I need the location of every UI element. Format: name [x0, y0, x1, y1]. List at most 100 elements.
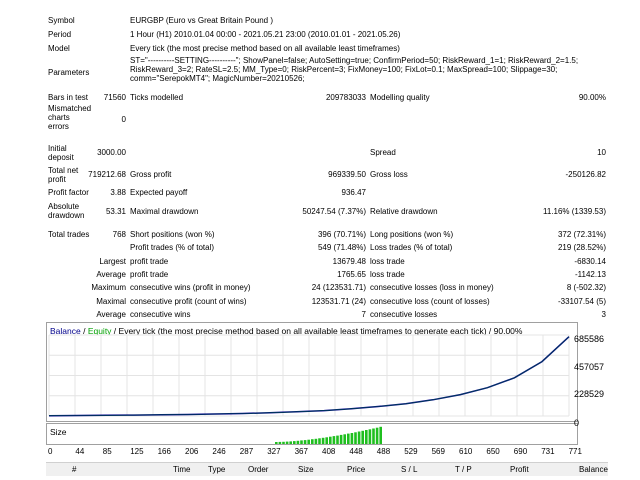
long-label: Long positions (won %) [370, 230, 454, 239]
x-tick-label: 731 [541, 447, 555, 456]
size-bar [278, 441, 282, 444]
bars-value: 71560 [103, 93, 126, 102]
size-label: Size [50, 427, 67, 437]
size-bar [296, 440, 300, 444]
largest-loss-value: -6830.14 [574, 257, 606, 266]
trades-table-header: # Time Type Order Size Price S / L T / P… [46, 462, 608, 476]
size-bar [275, 442, 278, 444]
grossprofit-label: Gross profit [130, 170, 172, 179]
max-losses-value: 8 (-502.32) [566, 283, 606, 292]
reldd-value: 11.16% (1339.53) [542, 207, 606, 216]
x-axis: 0 44 85 125 166 206 246 287 327 367 408 448 488 529 56… [46, 446, 582, 458]
size-chart: Size [46, 423, 578, 445]
payoff-value: 936.47 [341, 188, 366, 197]
period-label: Period [48, 30, 72, 39]
chart-legend: Balance / Equity / Every tick (the most … [50, 326, 522, 336]
x-tick-label: 166 [157, 447, 171, 456]
parameters-value: ST="----------SETTING----------"; ShowPa… [130, 56, 579, 83]
avg-losses-label: consecutive losses [370, 310, 438, 319]
mismatch-value: 0 [121, 115, 126, 124]
size-bar [329, 436, 332, 444]
period-value: 1 Hour (H1) 2010.01.04 00:00 - 2021.05.2… [130, 30, 401, 39]
short-label: Short positions (won %) [130, 230, 215, 239]
size-bar [300, 440, 303, 444]
y-tick-label: 685586 [574, 334, 605, 344]
legend-description: / Every tick (the most precise method ba… [111, 326, 523, 336]
x-tick-label: 488 [376, 447, 391, 456]
col-tp[interactable]: T / P [455, 465, 472, 474]
col-order[interactable]: Order [248, 465, 269, 474]
x-tick-label: 85 [102, 447, 112, 456]
chart-plot-area [48, 334, 570, 417]
size-bar [293, 441, 296, 444]
col-size[interactable]: Size [298, 465, 314, 474]
grossloss-label: Gross loss [370, 170, 408, 179]
maximal-loss-value: -33107.54 (5) [557, 297, 606, 306]
size-bar [354, 432, 357, 444]
size-bar [282, 441, 285, 444]
x-tick-label: 610 [459, 447, 473, 456]
size-bar [343, 434, 346, 444]
ticks-label: Ticks modelled [130, 93, 184, 102]
ticks-value: 209783033 [325, 93, 366, 102]
pf-label: Profit factor [48, 188, 89, 197]
y-tick-label: 457057 [574, 362, 605, 372]
x-tick-label: 0 [48, 447, 53, 456]
x-tick-label: 690 [513, 447, 528, 456]
spread-label: Spread [370, 148, 396, 157]
symbol-value: EURGBP (Euro vs Great Britain Pound ) [130, 16, 274, 25]
maximal-profit-value: 123531.71 (24) [311, 297, 366, 306]
max-wins-value: 24 (123531.71) [311, 283, 366, 292]
maxdd-label: Maximal drawdown [130, 207, 199, 216]
size-bar [368, 429, 372, 444]
quality-label: Modelling quality [370, 93, 430, 102]
col-balance[interactable]: Balance [579, 465, 608, 474]
col-sl[interactable]: S / L [401, 465, 418, 474]
col-type[interactable]: Type [208, 465, 226, 474]
average-loss-value: -1142.13 [575, 270, 606, 279]
symbol-label: Symbol [48, 16, 75, 25]
x-tick-label: 650 [486, 447, 500, 456]
size-bar [314, 438, 318, 444]
size-bar [372, 428, 375, 444]
size-bar [375, 427, 379, 444]
size-bar [321, 437, 325, 444]
trades-value: 768 [112, 230, 126, 239]
max-wins-label: consecutive wins (profit in money) [130, 283, 251, 292]
col-time[interactable]: Time [173, 465, 191, 474]
x-tick-label: 448 [349, 447, 363, 456]
absdd-label: Absolute drawdown [48, 202, 85, 220]
x-tick-label: 408 [322, 447, 336, 456]
ltrades-label: Loss trades (% of total) [370, 243, 453, 252]
average-label: Average [96, 270, 126, 279]
col-number[interactable]: # [72, 465, 77, 474]
size-bar [361, 430, 364, 444]
x-tick-label: 44 [75, 447, 85, 456]
deposit-value: 3000.00 [97, 148, 126, 157]
deposit-label: Initial deposit [48, 144, 74, 162]
average2-label: Average [96, 310, 126, 319]
size-bar [365, 430, 368, 444]
col-profit[interactable]: Profit [510, 465, 529, 474]
legend-sep: / [80, 326, 88, 336]
size-bar [307, 439, 310, 444]
col-price[interactable]: Price [347, 465, 366, 474]
size-bar [325, 437, 328, 444]
maximum-label: Maximum [91, 283, 126, 292]
size-zero-label: 0 [574, 418, 580, 428]
netprofit-value: 719212.68 [88, 170, 126, 179]
maximal-label: Maximal [96, 297, 126, 306]
absdd-value: 53.31 [105, 207, 126, 216]
x-tick-label: 569 [431, 447, 445, 456]
pf-value: 3.88 [110, 188, 126, 197]
model-label: Model [48, 44, 70, 53]
largest-profit-label: profit trade [130, 257, 169, 266]
trades-label: Total trades [48, 230, 90, 239]
size-bar [332, 436, 336, 444]
ltrades-value: 219 (28.52%) [557, 243, 606, 252]
ptrades-label: Profit trades (% of total) [130, 243, 215, 252]
legend-balance: Balance [50, 326, 81, 336]
x-tick-label: 771 [568, 447, 582, 456]
size-bar [350, 433, 354, 444]
equity-series-line [48, 336, 570, 416]
